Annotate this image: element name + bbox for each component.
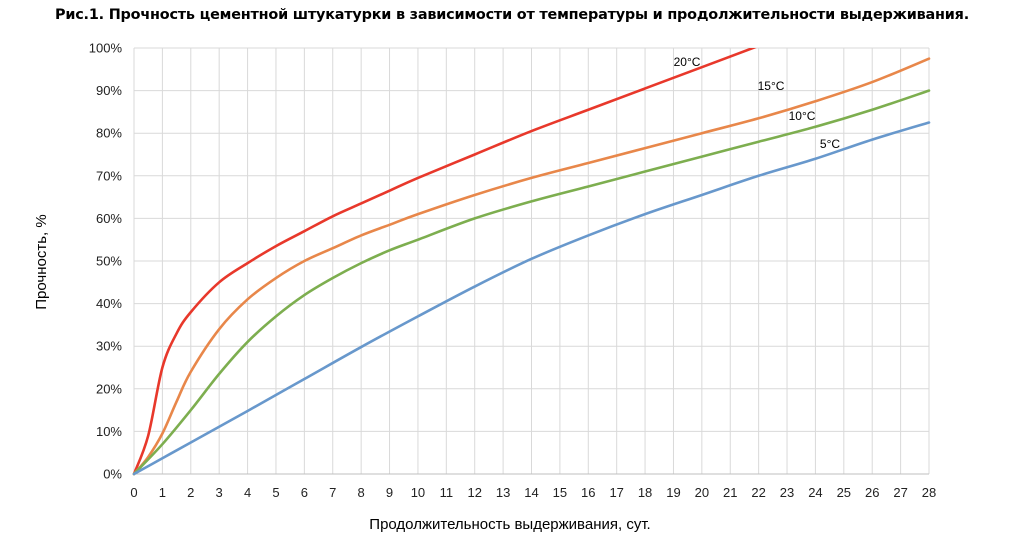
y-tick-label: 40%	[96, 296, 122, 311]
x-axis-title: Продолжительность выдерживания, сут.	[369, 516, 650, 533]
x-tick-label: 23	[780, 485, 794, 500]
y-axis-title: Прочность, %	[33, 214, 50, 309]
x-tick-label: 21	[723, 485, 737, 500]
x-tick-label: 24	[808, 485, 822, 500]
series-line-10c	[132, 89, 931, 476]
x-tick-label: 16	[581, 485, 595, 500]
y-tick-label: 30%	[96, 339, 122, 354]
series-line-20c	[132, 48, 757, 476]
x-tick-label: 12	[467, 485, 481, 500]
x-tick-label: 19	[666, 485, 680, 500]
x-tick-label: 18	[638, 485, 652, 500]
series-line-15c	[132, 57, 931, 476]
x-tick-label: 17	[609, 485, 623, 500]
x-tick-label: 5	[272, 485, 279, 500]
x-tick-label: 26	[865, 485, 879, 500]
y-tick-label: 80%	[96, 126, 122, 141]
x-tick-label: 27	[893, 485, 907, 500]
series-label: 5°C	[820, 137, 840, 151]
y-tick-label: 10%	[96, 424, 122, 439]
x-tick-label: 11	[440, 485, 454, 500]
x-tick-label: 1	[159, 485, 166, 500]
x-tick-label: 22	[751, 485, 765, 500]
x-tick-label: 2	[187, 485, 194, 500]
x-tick-label: 6	[301, 485, 308, 500]
series-label: 20°C	[674, 55, 701, 69]
series-line-5c	[132, 121, 931, 476]
x-tick-label: 4	[244, 485, 251, 500]
x-tick-label: 9	[386, 485, 393, 500]
x-tick-label: 10	[411, 485, 425, 500]
axes: 0 1 2 3 4 5 6 7 8 9 10 11 12 13 14 15 16 17 18 19 20 21 22 23 24…	[89, 41, 936, 501]
x-tick-label: 15	[553, 485, 567, 500]
x-tick-label: 3	[216, 485, 223, 500]
y-tick-label: 50%	[96, 254, 122, 269]
x-tick-label: 8	[358, 485, 365, 500]
chart-title: Рис.1. Прочность цементной штукатурки в …	[55, 7, 969, 23]
grid	[133, 47, 930, 475]
series-lines	[132, 48, 931, 476]
series-labels: 20°C 15°C 10°C 5°C	[674, 55, 841, 151]
y-tick-label: 90%	[96, 83, 122, 98]
series-label: 10°C	[789, 109, 816, 123]
x-tick-label: 0	[130, 485, 137, 500]
y-tick-label: 20%	[96, 381, 122, 396]
x-tick-label: 13	[496, 485, 510, 500]
y-tick-label: 100%	[89, 41, 123, 56]
y-tick-label: 0%	[103, 467, 122, 482]
x-tick-label: 25	[837, 485, 851, 500]
y-tick-label: 60%	[96, 211, 122, 226]
series-label: 15°C	[758, 79, 785, 93]
x-tick-label: 28	[922, 485, 936, 500]
x-tick-label: 20	[695, 485, 709, 500]
x-tick-label: 14	[524, 485, 538, 500]
y-tick-label: 70%	[96, 168, 122, 183]
x-tick-label: 7	[329, 485, 336, 500]
